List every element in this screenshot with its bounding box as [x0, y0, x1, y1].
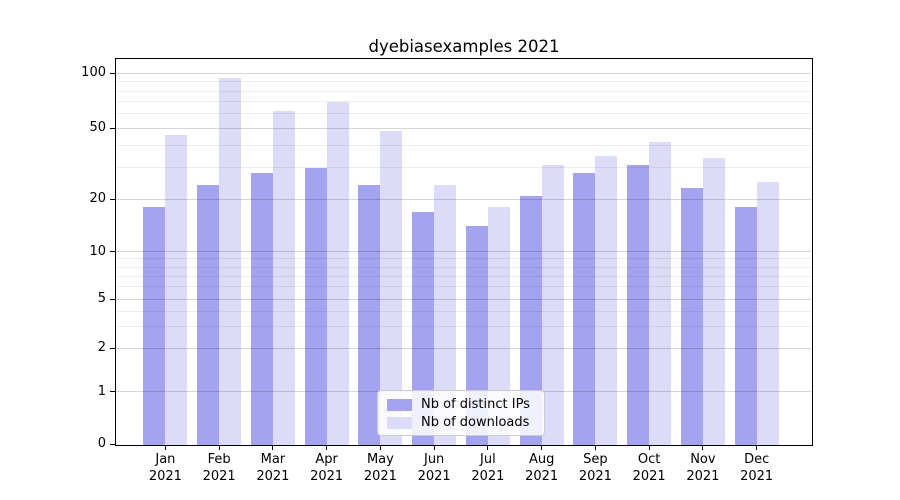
x-tick-year-jan: 2021	[148, 469, 182, 484]
y-tick-mark-20	[110, 198, 115, 200]
x-tick-label-mar: Mar 2021	[243, 451, 303, 485]
x-tick-month-feb: Feb	[207, 452, 231, 467]
legend-swatch-distinct-ips	[387, 399, 412, 411]
x-tick-year-dec: 2021	[740, 469, 774, 484]
x-tick-year-feb: 2021	[202, 469, 236, 484]
x-tick-month-aug: Aug	[528, 452, 555, 467]
x-tick-year-nov: 2021	[686, 469, 720, 484]
bar-downloads-jul	[487, 207, 510, 445]
legend-label-downloads: Nb of downloads	[421, 415, 530, 430]
bar-ips-jun	[412, 211, 435, 445]
y-tick-label-50: 50	[89, 120, 106, 136]
x-tick-label-may: May 2021	[350, 451, 410, 485]
bar-ips-apr	[304, 167, 327, 445]
x-tick-label-jan: Jan 2021	[135, 451, 195, 485]
x-tick-mark-may	[379, 445, 381, 450]
y-tick-mark-5	[110, 298, 115, 300]
bar-ips-jan	[143, 207, 166, 445]
bar-downloads-may	[380, 131, 403, 445]
y-tick-label-20: 20	[89, 191, 106, 207]
gridline-major-100	[116, 72, 812, 74]
x-tick-mark-jun	[433, 445, 435, 450]
x-tick-mark-feb	[218, 445, 220, 450]
bar-ips-aug	[519, 195, 542, 445]
x-tick-mark-dec	[756, 445, 758, 450]
x-tick-month-may: May	[366, 452, 394, 467]
x-tick-mark-mar	[272, 445, 274, 450]
x-tick-label-oct: Oct 2021	[619, 451, 679, 485]
x-tick-year-mar: 2021	[256, 469, 290, 484]
y-tick-label-0: 0	[97, 436, 106, 451]
x-tick-month-apr: Apr	[315, 452, 338, 467]
x-tick-label-jun: Jun 2021	[404, 451, 464, 485]
y-tick-mark-10	[110, 251, 115, 253]
y-tick-mark-0	[110, 443, 115, 445]
bar-downloads-jun	[434, 185, 457, 445]
bar-downloads-oct	[649, 141, 672, 445]
y-tick-mark-100	[110, 72, 115, 74]
legend-entry-distinct-ips: Nb of distinct IPs	[387, 397, 544, 413]
bar-downloads-sep	[595, 155, 618, 445]
x-tick-mark-jan	[164, 445, 166, 450]
y-tick-label-100: 100	[81, 65, 106, 81]
bar-ips-feb	[197, 185, 220, 445]
bar-ips-mar	[250, 173, 273, 445]
x-tick-year-jul: 2021	[471, 469, 505, 484]
x-tick-label-nov: Nov 2021	[673, 451, 733, 485]
bar-downloads-apr	[326, 101, 349, 445]
bar-downloads-feb	[219, 78, 242, 445]
x-tick-label-jul: Jul 2021	[458, 451, 518, 485]
x-tick-year-oct: 2021	[632, 469, 666, 484]
x-tick-mark-oct	[648, 445, 650, 450]
x-tick-month-nov: Nov	[690, 452, 716, 467]
x-tick-mark-aug	[541, 445, 543, 450]
legend-swatch-downloads	[387, 417, 412, 429]
x-tick-year-aug: 2021	[525, 469, 559, 484]
x-tick-year-may: 2021	[363, 469, 397, 484]
x-tick-month-oct: Oct	[637, 452, 661, 467]
plot-area: 100 50 20 10 5 2 1 0 Jan 2021 Feb 2021 Mar 2021 Apr 202…	[81, 58, 813, 484]
bar-downloads-nov	[702, 158, 725, 445]
x-tick-mark-sep	[594, 445, 596, 450]
legend-label-distinct-ips: Nb of distinct IPs	[421, 397, 530, 412]
x-tick-month-dec: Dec	[744, 452, 770, 467]
y-tick-label-1: 1	[97, 383, 106, 399]
x-tick-label-apr: Apr 2021	[297, 451, 357, 485]
bar-downloads-dec	[756, 182, 779, 445]
x-tick-label-dec: Dec 2021	[727, 451, 787, 485]
x-tick-year-apr: 2021	[310, 469, 344, 484]
bar-downloads-aug	[541, 165, 564, 445]
chart-title: dyebiasexamples 2021	[368, 37, 560, 56]
x-tick-month-sep: Sep	[583, 452, 608, 467]
y-tick-label-10: 10	[89, 243, 106, 259]
bar-downloads-mar	[272, 111, 295, 445]
y-tick-mark-1	[110, 391, 115, 393]
x-tick-year-sep: 2021	[578, 469, 612, 484]
bar-ips-sep	[573, 173, 596, 445]
x-tick-month-jul: Jul	[480, 452, 496, 467]
y-tick-label-5: 5	[97, 291, 106, 307]
y-tick-mark-50	[110, 127, 115, 129]
legend: Nb of distinct IPs Nb of downloads	[377, 390, 545, 436]
x-tick-month-jan: Jan	[155, 452, 176, 467]
y-tick-mark-2	[110, 347, 115, 349]
bar-ips-oct	[627, 165, 650, 445]
bar-downloads-jan	[165, 134, 188, 445]
legend-entry-downloads: Nb of downloads	[387, 415, 544, 431]
x-tick-mark-jul	[487, 445, 489, 450]
x-tick-month-mar: Mar	[260, 452, 286, 467]
x-tick-label-aug: Aug 2021	[512, 451, 572, 485]
y-tick-label-2: 2	[97, 340, 106, 356]
bar-ips-may	[358, 185, 381, 445]
x-tick-label-feb: Feb 2021	[189, 451, 249, 485]
x-tick-month-jun: Jun	[423, 452, 445, 467]
x-tick-mark-nov	[702, 445, 704, 450]
bar-ips-nov	[680, 188, 703, 445]
x-tick-mark-apr	[326, 445, 328, 450]
bar-ips-dec	[734, 207, 757, 445]
x-tick-label-sep: Sep 2021	[565, 451, 625, 485]
x-tick-year-jun: 2021	[417, 469, 451, 484]
